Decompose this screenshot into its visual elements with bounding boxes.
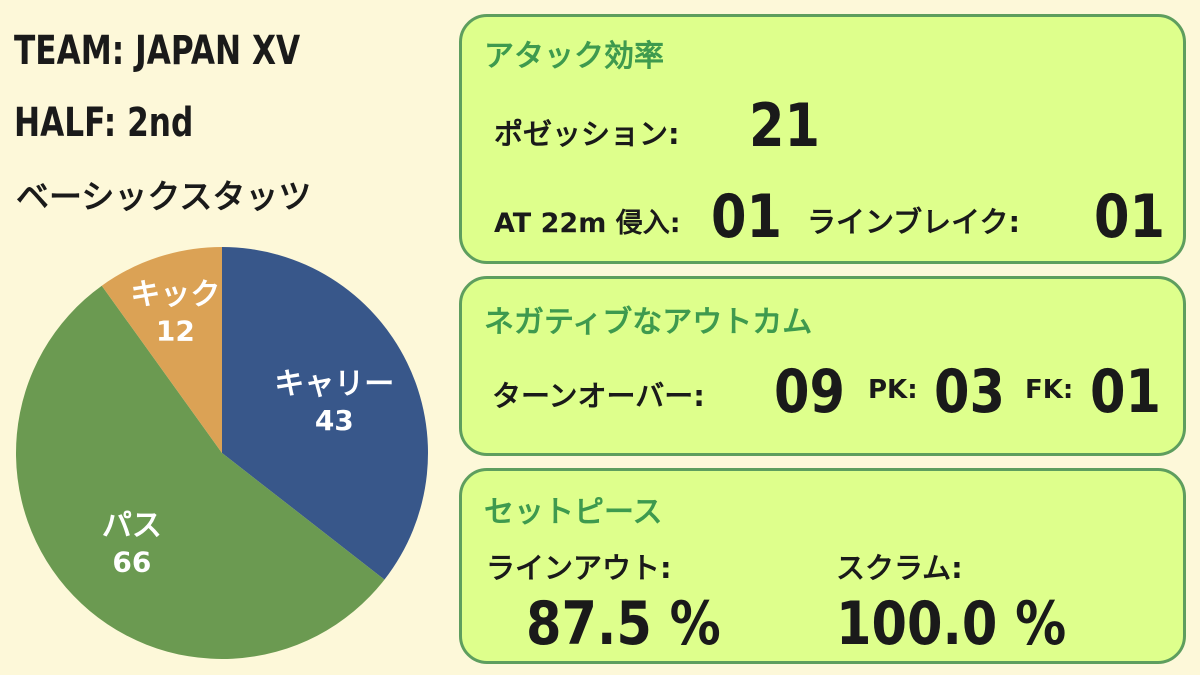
pie-label-kick: キック — [130, 277, 220, 312]
line-break-value: 01 — [1094, 182, 1165, 252]
scrum-label: スクラム: — [836, 551, 963, 585]
pk-value: 03 — [934, 357, 1005, 427]
basic-stats-title: ベーシックスタッツ — [16, 177, 312, 216]
attack-efficiency-panel: アタック効率 ポゼッション: 21 AT 22m 侵入: 01 ラインブレイク:… — [459, 14, 1186, 264]
lineout-label: ラインアウト: — [486, 551, 672, 585]
set-piece-title: セットピース — [484, 495, 663, 530]
negative-outcomes-panel: ネガティブなアウトカム ターンオーバー: 09 PK: 03 FK: 01 — [459, 276, 1186, 456]
team-label: TEAM: JAPAN XV — [14, 28, 301, 74]
pie-slice-carry — [222, 247, 429, 580]
line-break-label: ラインブレイク: — [807, 205, 1021, 239]
scrum-value: 100.0 % — [836, 589, 1067, 659]
possession-value: 21 — [749, 91, 820, 161]
turnover-label: ターンオーバー: — [492, 379, 705, 413]
negative-outcomes-title: ネガティブなアウトカム — [484, 305, 813, 340]
fk-label: FK: — [1025, 375, 1074, 405]
attack-efficiency-title: アタック効率 — [484, 39, 664, 74]
pk-label: PK: — [868, 375, 918, 405]
pie-value-pass: 66 — [112, 546, 151, 579]
fk-value: 01 — [1090, 357, 1161, 427]
turnover-value: 09 — [774, 357, 845, 427]
possession-label: ポゼッション: — [494, 117, 680, 151]
half-label: HALF: 2nd — [14, 100, 194, 146]
at22-entry-value: 01 — [711, 182, 782, 252]
lineout-value: 87.5 % — [526, 589, 721, 659]
pie-slice-kick — [101, 247, 222, 453]
at22-entry-label: AT 22m 侵入: — [494, 208, 681, 239]
pie-value-carry: 43 — [315, 404, 354, 437]
pie-label-carry: キャリー — [274, 367, 394, 402]
pie-label-pass: パス — [102, 509, 162, 544]
set-piece-panel: セットピース ラインアウト: 87.5 % スクラム: 100.0 % — [459, 468, 1186, 664]
pie-value-kick: 12 — [156, 314, 195, 347]
pie-slice-pass — [16, 285, 385, 659]
